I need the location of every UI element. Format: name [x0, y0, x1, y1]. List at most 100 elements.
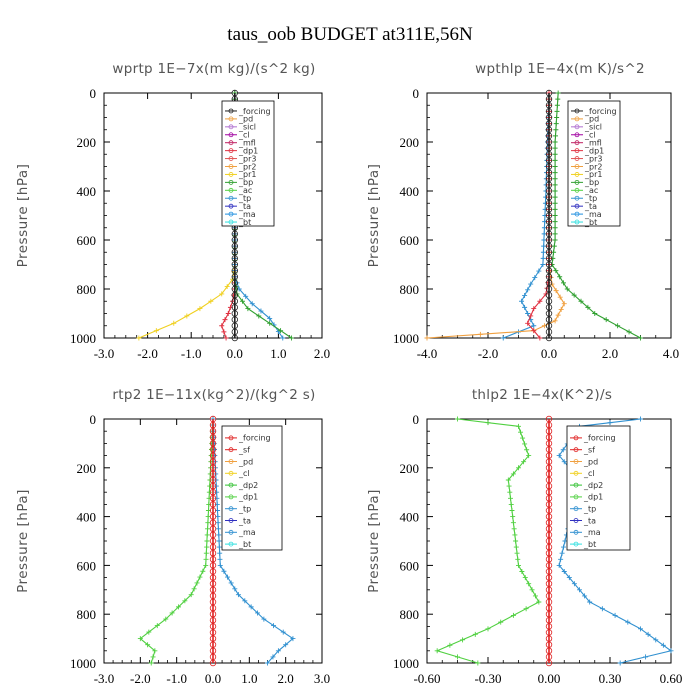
legend-label: _pd — [238, 457, 253, 466]
series-marker — [537, 335, 543, 341]
series-marker — [209, 531, 217, 539]
series-marker — [529, 587, 535, 593]
series-marker — [545, 267, 553, 274]
series-marker — [545, 261, 553, 268]
series-marker — [231, 230, 238, 238]
series-marker — [552, 225, 558, 231]
series-marker — [564, 286, 570, 292]
legend-label: _tp — [583, 505, 596, 514]
series-marker — [209, 452, 217, 459]
panel-title: thlp2 1E−4x(K^2)/s — [472, 387, 612, 403]
series-marker — [217, 556, 223, 562]
series-marker — [518, 429, 524, 435]
legend-marker — [228, 518, 234, 523]
series-marker — [625, 619, 631, 625]
legend-marker — [573, 447, 579, 453]
series-marker — [171, 320, 177, 326]
series-marker — [553, 288, 559, 294]
series-marker — [545, 434, 553, 441]
y-tick-label: 600 — [400, 233, 420, 248]
series-marker — [531, 328, 537, 334]
x-tick-label: 1.0 — [270, 346, 286, 361]
series-marker — [217, 562, 223, 568]
series-marker — [545, 108, 553, 115]
figure-title: taus_oob BUDGET at311E,56N — [227, 24, 473, 45]
series-marker — [545, 334, 553, 342]
series-marker — [222, 317, 228, 323]
series-marker — [545, 95, 553, 103]
series-marker — [552, 145, 558, 151]
legend-marker — [574, 219, 580, 225]
legend-label: _pr2 — [584, 162, 602, 171]
series-marker — [526, 581, 532, 587]
series-marker — [545, 298, 553, 305]
series-marker — [275, 648, 281, 654]
series-marker — [552, 164, 558, 169]
series-marker — [545, 415, 553, 423]
series-marker — [278, 328, 284, 334]
y-tick-label: 600 — [400, 558, 420, 573]
series-marker — [607, 420, 613, 426]
series-marker — [231, 298, 238, 305]
series-marker — [560, 280, 566, 286]
series-marker — [508, 495, 514, 501]
series-marker — [531, 306, 537, 312]
y-axis-label: Pressure [hPa] — [366, 489, 382, 593]
series-marker — [213, 483, 219, 489]
series-marker — [231, 236, 238, 244]
series-marker — [525, 320, 531, 326]
x-tick-label: 0.60 — [660, 671, 683, 686]
series-marker — [522, 304, 528, 310]
legend-label: _pr1 — [584, 170, 602, 179]
series-marker — [203, 556, 209, 562]
series-marker — [508, 501, 514, 507]
series-marker — [552, 133, 558, 139]
series-marker — [553, 127, 559, 133]
series-marker — [434, 648, 440, 654]
series-marker — [545, 525, 553, 532]
legend-label: _forcing — [238, 434, 271, 443]
series-marker — [265, 660, 270, 666]
series-marker — [243, 293, 249, 299]
series-marker — [545, 255, 553, 262]
chart-panel-3: rtp2 1E−11x(kg^2)/(kg^2 s) Pressure [hPa]… — [15, 387, 330, 686]
series-marker — [553, 268, 559, 274]
x-tick-label: 0.00 — [538, 671, 561, 686]
legend-marker — [573, 506, 579, 512]
legend-label: _bt — [238, 218, 251, 227]
series-marker — [545, 279, 553, 287]
y-tick-label: 0 — [90, 412, 97, 427]
series-marker — [232, 586, 238, 592]
series-marker — [545, 537, 553, 545]
legend-label: _ma — [238, 210, 256, 219]
y-tick-label: 800 — [77, 607, 97, 622]
series-marker — [545, 586, 553, 593]
x-tick-label: 0.0 — [205, 671, 221, 686]
series-marker — [545, 592, 553, 600]
y-tick-label: 200 — [400, 461, 420, 476]
series-marker — [516, 423, 521, 429]
series-marker — [231, 273, 238, 280]
legend-marker — [573, 459, 579, 464]
series-marker — [552, 182, 558, 188]
series-marker — [485, 626, 491, 632]
series-marker — [638, 626, 643, 632]
series-marker — [557, 294, 563, 300]
legend-marker — [574, 108, 580, 114]
series-marker — [455, 654, 460, 660]
series-marker — [513, 538, 519, 544]
legend-marker — [228, 108, 234, 114]
legend-label: _dp2 — [583, 481, 603, 490]
series-marker — [514, 550, 520, 556]
series-marker — [545, 580, 553, 587]
series-marker — [515, 556, 521, 562]
series-marker — [668, 648, 674, 654]
series-marker — [231, 255, 238, 262]
series-marker — [214, 495, 220, 501]
panels: wprtp 1E−7x(m kg)/(s^2 kg) Pressure [hPa]… — [15, 61, 682, 686]
x-tick-label: -2.0 — [130, 671, 151, 686]
series-marker — [154, 623, 160, 629]
series-marker — [545, 458, 553, 465]
series-marker — [290, 636, 296, 642]
series-marker — [545, 144, 553, 152]
